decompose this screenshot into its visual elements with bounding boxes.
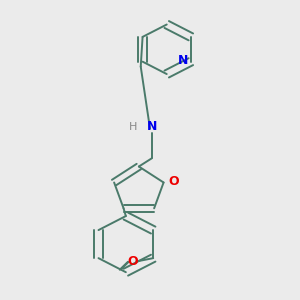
Text: O: O bbox=[117, 271, 118, 272]
Text: H: H bbox=[129, 122, 137, 132]
Text: N: N bbox=[147, 120, 157, 134]
Text: O: O bbox=[169, 175, 179, 188]
Text: N: N bbox=[178, 53, 188, 67]
Text: O: O bbox=[128, 255, 138, 268]
